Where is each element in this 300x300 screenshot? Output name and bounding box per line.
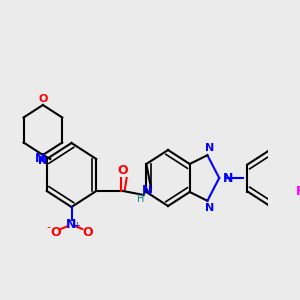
Text: N: N — [142, 184, 152, 197]
Text: N: N — [34, 152, 45, 166]
Text: O: O — [50, 226, 61, 238]
Text: O: O — [82, 226, 93, 238]
Text: O: O — [38, 94, 48, 104]
Text: +: + — [74, 220, 80, 230]
Text: N: N — [206, 203, 215, 213]
Text: N: N — [38, 156, 47, 166]
Text: N: N — [66, 218, 77, 232]
Text: H: H — [137, 194, 145, 204]
Text: F: F — [296, 185, 300, 198]
Text: O: O — [118, 164, 128, 178]
Text: -: - — [46, 222, 50, 232]
Text: N: N — [206, 143, 215, 153]
Text: N: N — [223, 172, 233, 184]
